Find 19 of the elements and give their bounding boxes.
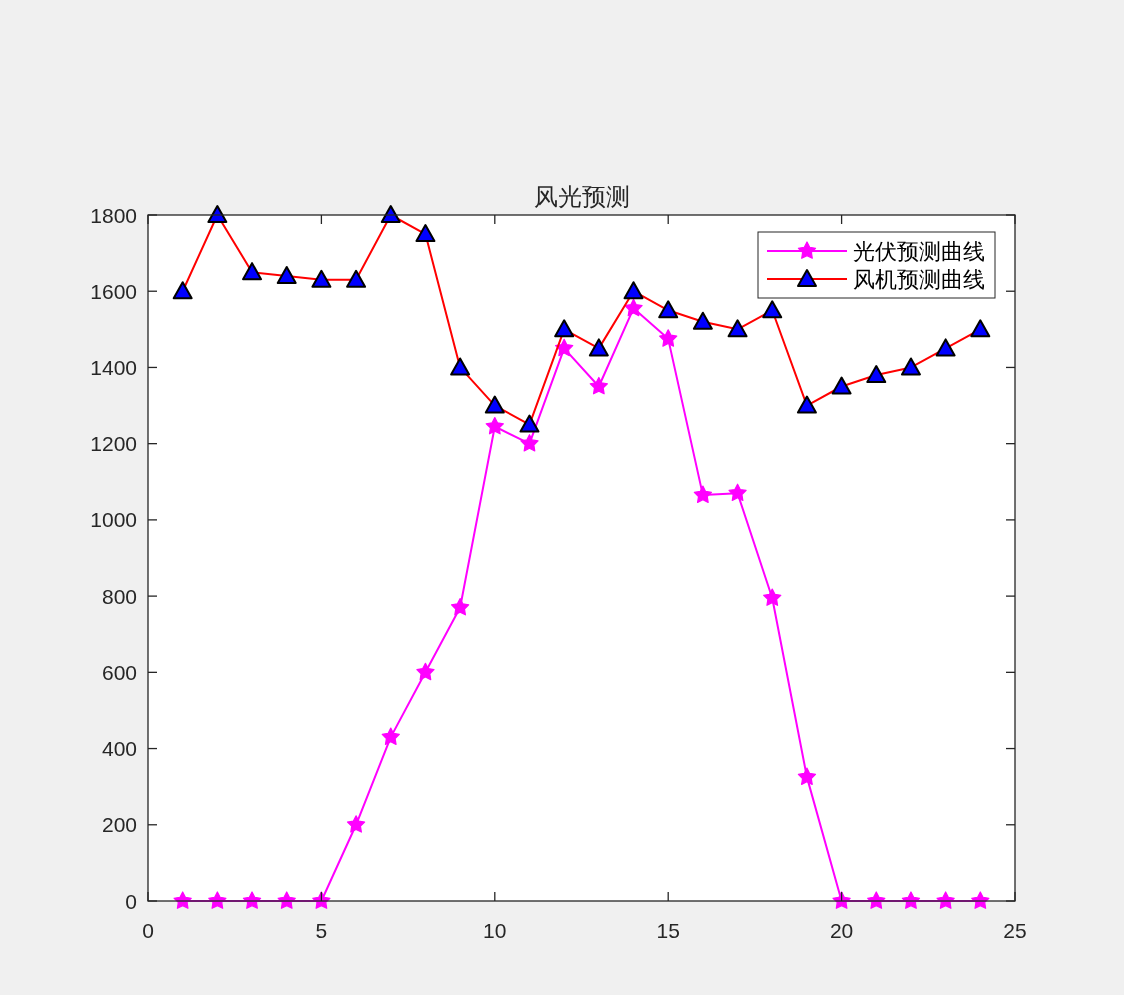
- legend-label: 光伏预测曲线: [853, 238, 985, 264]
- xtick-label: 5: [315, 918, 328, 942]
- ytick-label: 1400: [90, 355, 137, 379]
- ytick-label: 400: [101, 737, 137, 761]
- title: 风光预测: [533, 184, 630, 210]
- xtick-label: 20: [829, 918, 854, 942]
- ytick-label: 1800: [90, 203, 137, 227]
- legend-label: 风机预测曲线: [853, 266, 985, 292]
- xtick-label: 0: [142, 918, 154, 942]
- xtick-label: 15: [656, 918, 680, 942]
- ytick-label: 1000: [90, 508, 137, 532]
- ytick-label: 600: [101, 660, 137, 684]
- ytick-label: 0: [125, 889, 137, 913]
- xtick-label: 25: [1003, 918, 1027, 942]
- xtick-label: 10: [483, 918, 507, 942]
- ytick-label: 1600: [90, 279, 137, 303]
- ytick-label: 800: [101, 584, 137, 608]
- ytick-label: 200: [101, 813, 137, 837]
- ytick-label: 1200: [90, 432, 137, 456]
